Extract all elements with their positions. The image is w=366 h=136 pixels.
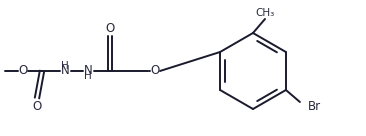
Text: CH₃: CH₃ bbox=[255, 8, 274, 18]
Text: O: O bbox=[18, 64, 27, 78]
Text: N: N bbox=[83, 64, 92, 78]
Text: H: H bbox=[61, 61, 69, 71]
Text: Br: Br bbox=[308, 100, 321, 112]
Text: O: O bbox=[32, 100, 42, 112]
Text: O: O bbox=[105, 21, 115, 35]
Text: N: N bbox=[61, 64, 70, 78]
Text: H: H bbox=[84, 71, 92, 81]
Text: O: O bbox=[150, 64, 160, 78]
